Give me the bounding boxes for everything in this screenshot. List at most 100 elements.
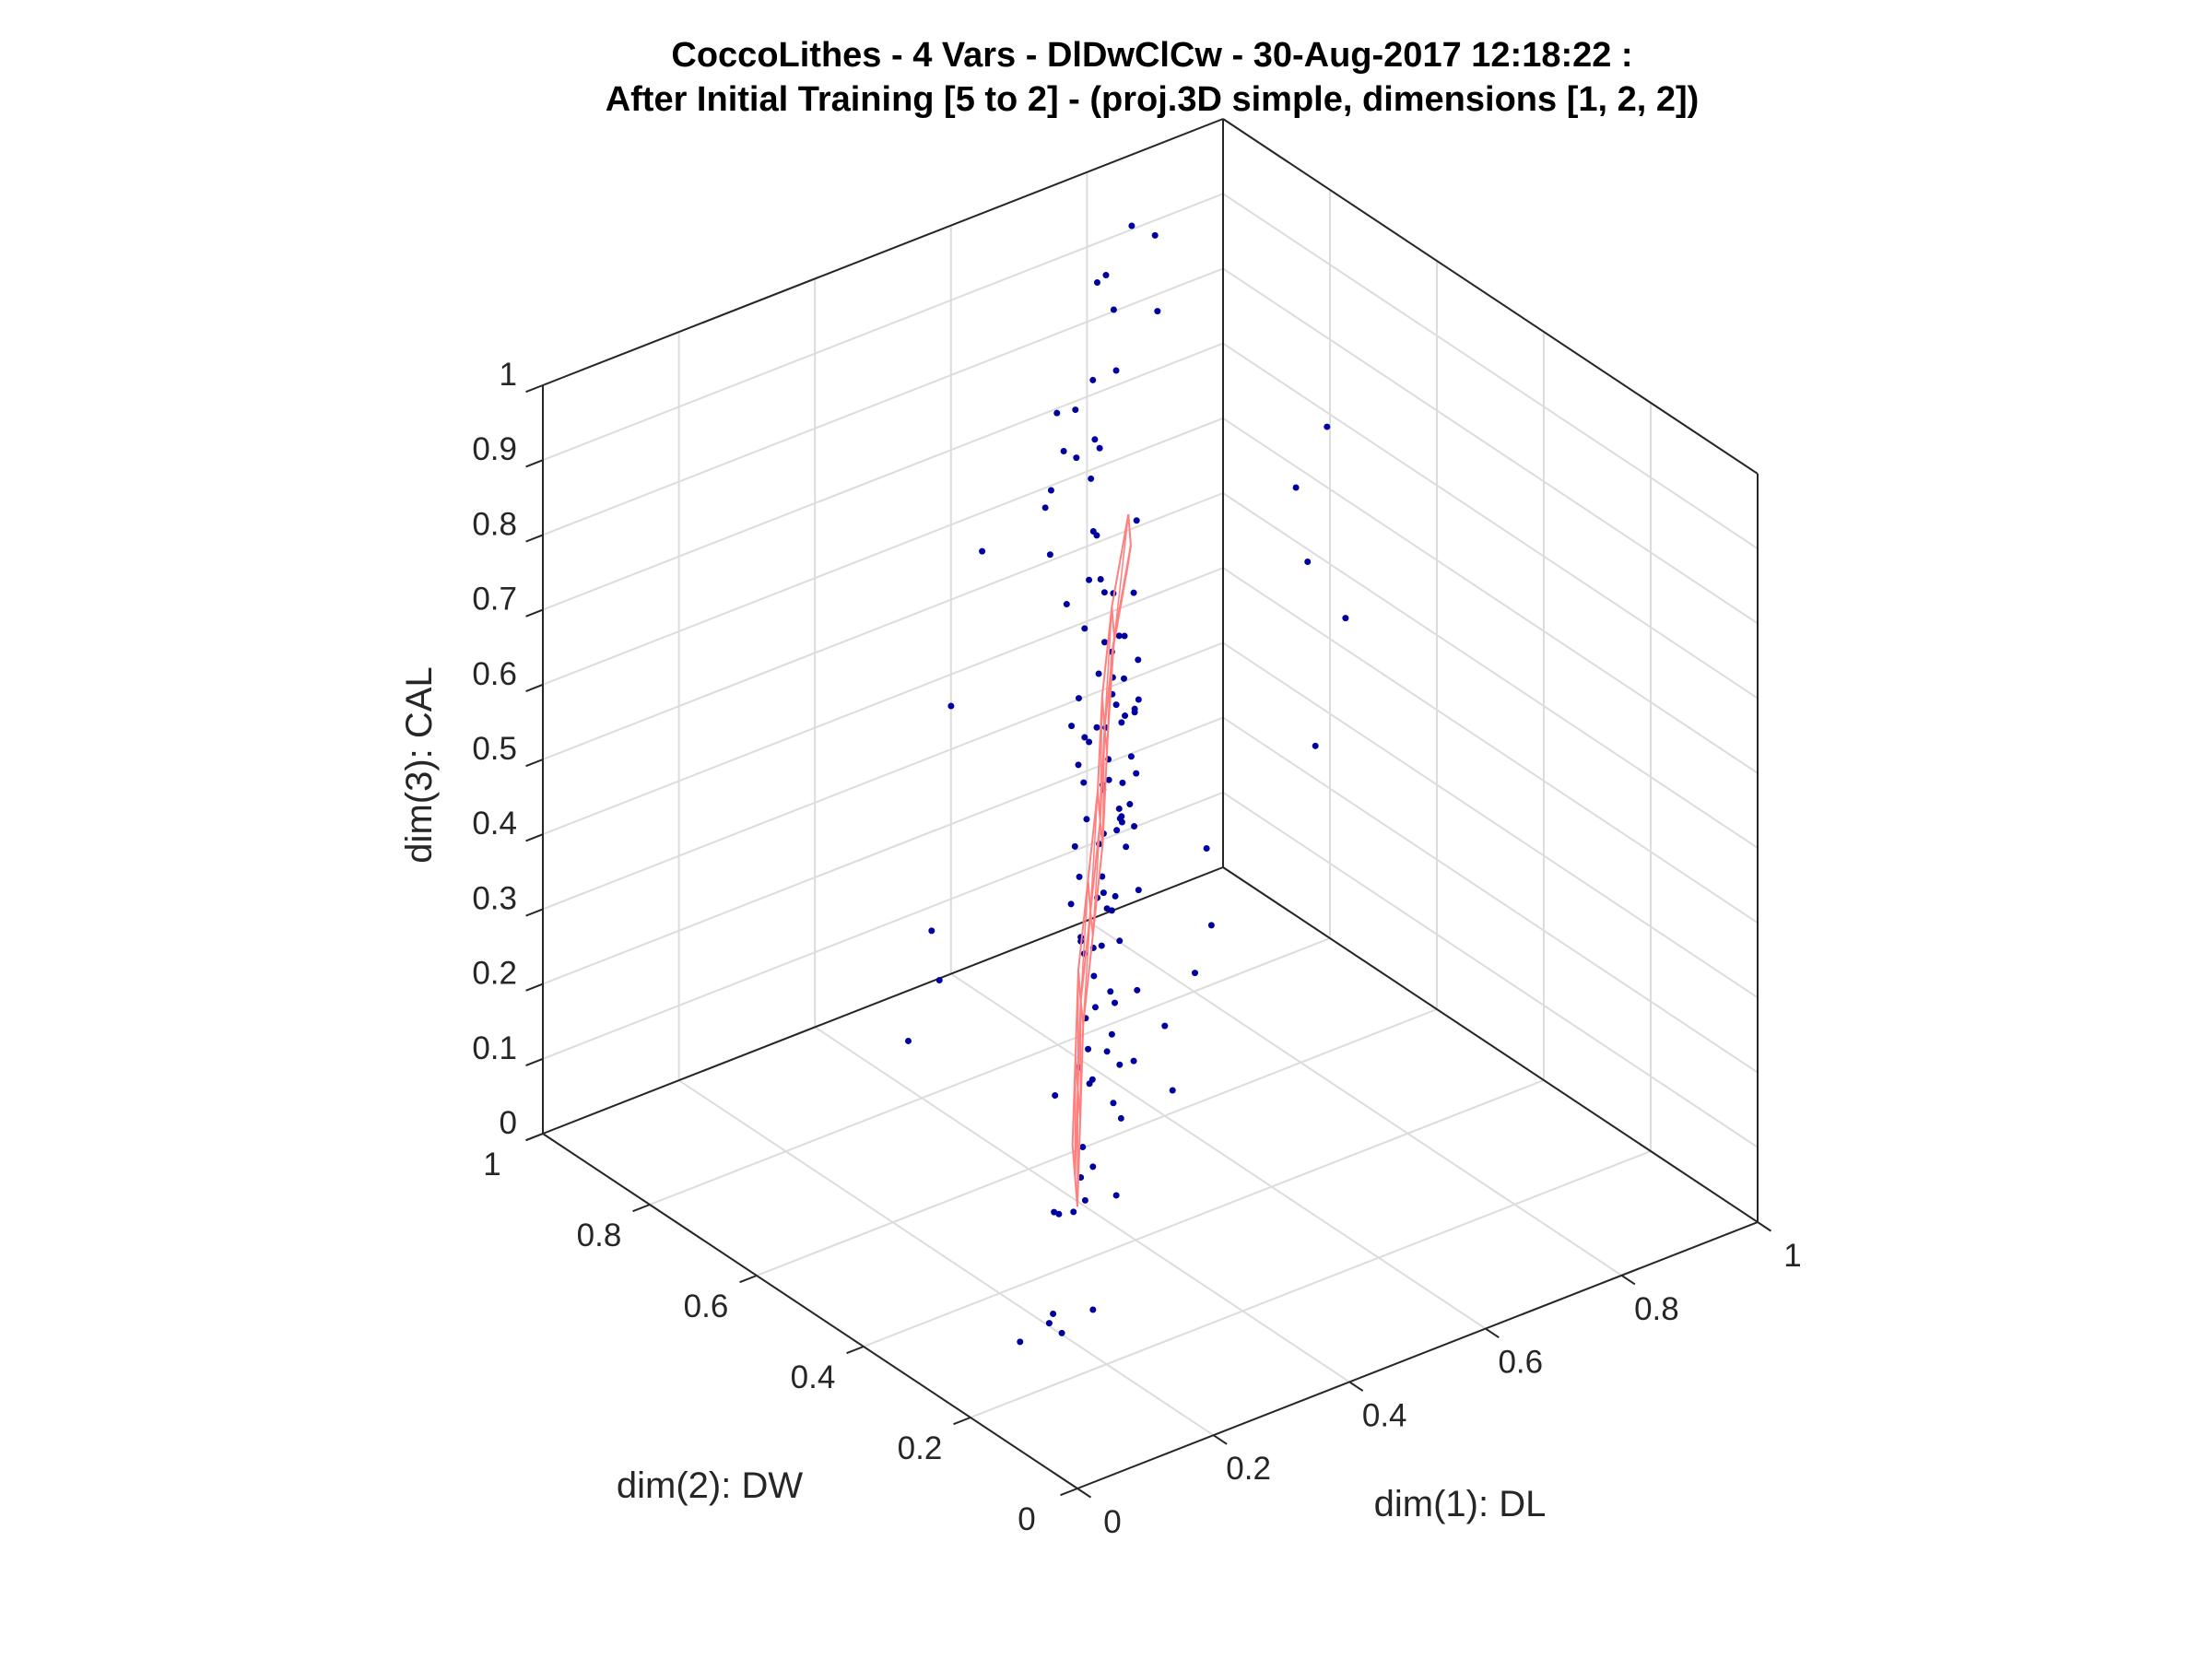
x-tick (1485, 1327, 1500, 1339)
data-point (1055, 1210, 1063, 1218)
data-point (947, 702, 955, 710)
data-point (1116, 1061, 1124, 1068)
data-point (1089, 1163, 1097, 1171)
grid-line (1222, 641, 1759, 999)
y-tick-label: 1 (483, 1147, 500, 1182)
z-tick-label: 0.9 (472, 431, 517, 467)
y-tick (632, 1204, 651, 1213)
y-axis-label: dim(2): DW (617, 1465, 803, 1506)
data-point (1080, 779, 1088, 786)
grid-line (542, 791, 1224, 1060)
data-point (1096, 444, 1103, 452)
data-point (1076, 873, 1083, 880)
z-tick-label: 0.4 (472, 806, 517, 841)
data-point (1097, 575, 1104, 582)
data-point (1079, 1143, 1087, 1150)
z-axis-label: dim(3): CAL (399, 666, 440, 863)
grid-line (1222, 791, 1759, 1148)
data-point (1045, 1320, 1053, 1327)
surface-edge (1100, 697, 1106, 728)
box-edge (1222, 866, 1759, 1223)
data-point (1126, 801, 1134, 808)
data-points (905, 222, 1349, 1346)
grid-line (1222, 567, 1759, 924)
data-point (1085, 1045, 1092, 1053)
x-tick (1348, 1381, 1364, 1392)
y-tick-label: 0.8 (577, 1218, 622, 1253)
data-point (1169, 1087, 1176, 1094)
grid-line (1222, 342, 1759, 700)
data-point (1113, 827, 1121, 834)
data-point (1095, 670, 1102, 677)
grid-line (542, 342, 1224, 611)
z-tick-label: 0 (500, 1105, 517, 1141)
data-point (1103, 905, 1111, 912)
data-point (1324, 423, 1331, 430)
data-point (1100, 889, 1107, 897)
surface-edge (1077, 970, 1082, 1002)
data-point (1118, 818, 1125, 826)
data-point (1108, 907, 1115, 914)
grid-line (542, 417, 1224, 686)
data-point (1133, 770, 1140, 777)
y-tick (846, 1346, 865, 1355)
data-point (1135, 656, 1142, 664)
chart-title-line-2: After Initial Training [5 to 2] - (proj.… (606, 80, 1700, 119)
data-point (1068, 723, 1076, 730)
surface-edge (1074, 970, 1079, 1058)
x-tick (1213, 1434, 1228, 1445)
grid-line (542, 193, 1224, 462)
data-point (1131, 823, 1138, 830)
grid-line (1222, 267, 1759, 625)
data-point (1151, 231, 1159, 239)
data-point (979, 547, 986, 555)
data-point (1135, 887, 1142, 894)
data-point (1051, 1208, 1058, 1216)
surface-edge (1127, 514, 1132, 546)
data-point (1083, 816, 1090, 823)
tick-marks (525, 384, 1772, 1499)
data-point (1112, 892, 1119, 900)
surface-edge (1077, 880, 1089, 971)
grid-line (542, 641, 1224, 911)
z-tick-label: 0.6 (472, 656, 517, 692)
data-point (1053, 409, 1061, 417)
data-point (1017, 1338, 1024, 1346)
grid-line (1086, 919, 1622, 1277)
z-tick (525, 459, 544, 468)
y-tick-label: 0.4 (791, 1359, 836, 1395)
z-tick (525, 833, 544, 842)
data-point (1118, 719, 1125, 726)
chart-title-line-1: CoccoLithes - 4 Vars - DlDwClCw - 30-Aug… (671, 36, 1632, 75)
x-tick (1077, 1488, 1092, 1499)
surface-edge (1097, 697, 1103, 791)
data-point (1089, 376, 1097, 383)
data-point (1091, 436, 1099, 443)
z-tick-label: 0.7 (472, 582, 517, 618)
data-point (1052, 1092, 1059, 1100)
data-point (928, 927, 935, 935)
data-point (1123, 843, 1130, 851)
data-point (1191, 970, 1198, 977)
data-point (1103, 1048, 1111, 1055)
data-point (1073, 454, 1080, 462)
grid-line (1222, 716, 1759, 1074)
grid-line (756, 1008, 1438, 1277)
data-point (1100, 589, 1108, 596)
data-point (1121, 675, 1127, 682)
x-tick (1620, 1274, 1636, 1286)
data-point (1112, 367, 1120, 374)
grid-line (542, 567, 1224, 836)
data-point (1047, 487, 1054, 494)
data-point (1091, 1004, 1099, 1011)
z-tick-label: 1 (500, 357, 517, 393)
data-point (1130, 1057, 1137, 1065)
data-point (1112, 999, 1119, 1006)
x-tick-label: 0 (1103, 1504, 1121, 1540)
data-point (1090, 972, 1098, 980)
data-point (1112, 1192, 1120, 1199)
data-point (1203, 845, 1210, 853)
surface-edge (1079, 880, 1089, 1002)
grid-line (649, 937, 1331, 1206)
surface-edge (1089, 790, 1099, 912)
